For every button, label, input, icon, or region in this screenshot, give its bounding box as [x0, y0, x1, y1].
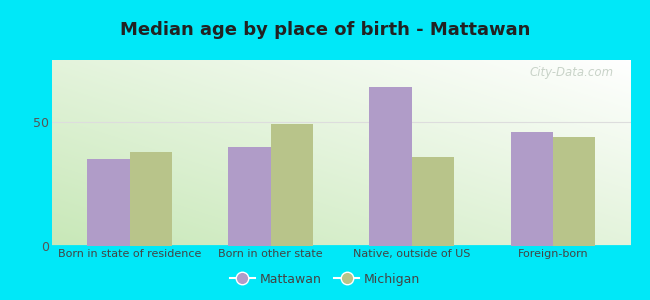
Bar: [553, 137, 595, 246]
Text: Median age by place of birth - Mattawan: Median age by place of birth - Mattawan: [120, 21, 530, 39]
Bar: [228, 147, 270, 246]
Bar: [87, 159, 129, 246]
Text: City-Data.com: City-Data.com: [529, 66, 613, 79]
Bar: [510, 132, 553, 246]
Legend: Mattawan, Michigan: Mattawan, Michigan: [225, 268, 425, 291]
Bar: [369, 87, 412, 246]
Bar: [412, 157, 454, 246]
Bar: [270, 124, 313, 246]
Bar: [129, 152, 172, 246]
